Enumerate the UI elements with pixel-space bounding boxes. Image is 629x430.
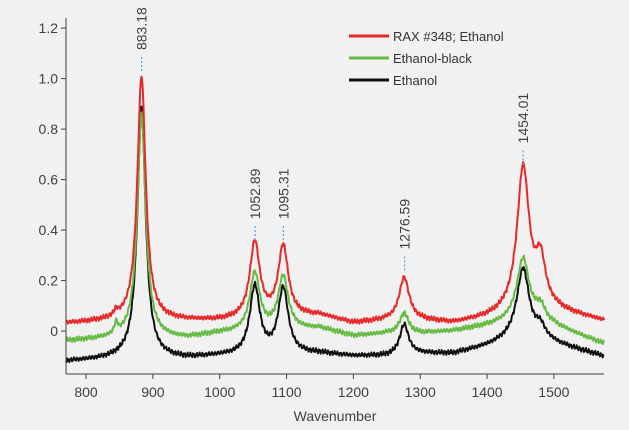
x-tick-label: 1300 xyxy=(405,384,436,400)
legend: RAX #348; Ethanol Ethanol-black Ethanol xyxy=(349,29,504,88)
x-tick-label: 1500 xyxy=(538,384,569,400)
x-tick-label: 800 xyxy=(74,384,98,400)
y-tick-label: 0.6 xyxy=(39,172,59,188)
peak-label: 1454.01 xyxy=(515,93,531,144)
x-ticks: 800 900 1000 1100 1200 1300 1400 1500 xyxy=(74,374,570,400)
x-tick-label: 1200 xyxy=(338,384,369,400)
y-tick-label: 1.0 xyxy=(39,71,59,87)
peak-label: 1095.31 xyxy=(275,168,291,219)
y-tick-label: 0.4 xyxy=(39,222,59,238)
y-tick-label: 0 xyxy=(50,323,58,339)
y-tick-label: 1.2 xyxy=(39,20,59,36)
series-line xyxy=(65,111,605,346)
x-tick-label: 1100 xyxy=(271,384,301,400)
plot-area xyxy=(65,75,605,364)
peak-label: 883.18 xyxy=(134,7,150,50)
peak-label: 1276.59 xyxy=(397,199,413,250)
x-tick-label: 1400 xyxy=(471,384,502,400)
x-tick-label: 900 xyxy=(141,384,165,400)
legend-label: RAX #348; Ethanol xyxy=(393,29,504,44)
peak-label: 1052.89 xyxy=(247,168,263,219)
series-line xyxy=(65,75,605,325)
y-tick-label: 0.2 xyxy=(39,273,59,289)
x-axis-title: Wavenumber xyxy=(294,408,377,424)
y-ticks: 0 0.2 0.4 0.6 0.8 1.0 1.2 xyxy=(39,20,66,339)
y-tick-label: 0.8 xyxy=(39,121,59,137)
x-tick-label: 1000 xyxy=(204,384,235,400)
peak-annotations: 883.18 1052.89 1095.31 1276.59 1454.01 xyxy=(134,7,531,271)
axes xyxy=(65,18,604,375)
legend-label: Ethanol xyxy=(393,73,437,88)
series-line xyxy=(65,105,605,364)
legend-label: Ethanol-black xyxy=(393,51,472,66)
